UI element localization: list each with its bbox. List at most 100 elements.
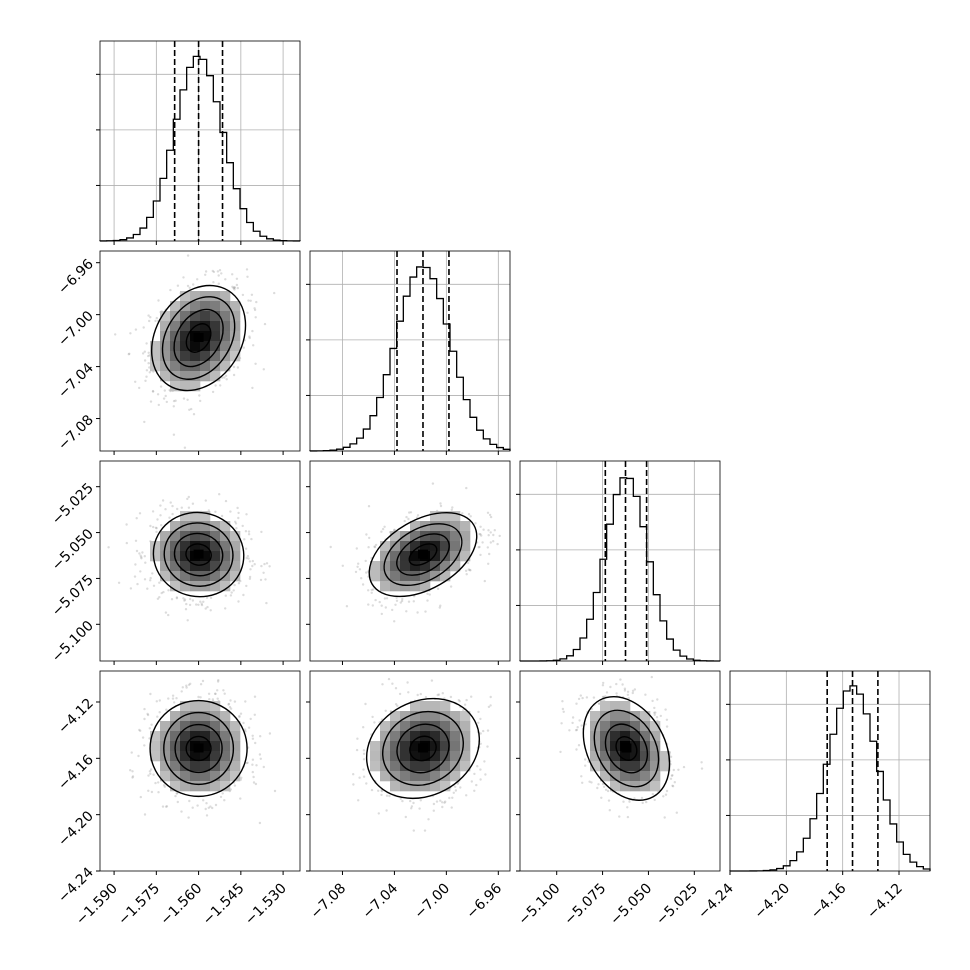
scatter-point: [419, 799, 422, 802]
scatter-point: [158, 699, 161, 702]
density-cell: [190, 371, 201, 382]
scatter-point: [365, 782, 368, 785]
density-cell: [220, 581, 231, 592]
scatter-point: [233, 286, 236, 289]
scatter-point: [462, 708, 465, 712]
scatter-point: [223, 799, 226, 802]
scatter-point: [457, 699, 460, 702]
scatter-point: [431, 482, 435, 485]
density-cell: [440, 711, 451, 722]
scatter-point: [249, 299, 252, 302]
contours: [368, 512, 478, 598]
scatter-point: [403, 519, 406, 523]
scatter-point: [149, 400, 153, 403]
density-cell: [170, 301, 181, 312]
scatter-point: [372, 588, 375, 591]
contour-level-0: [185, 323, 212, 353]
scatter-point: [214, 803, 218, 807]
density-cell: [210, 301, 221, 312]
panel-content: [310, 461, 510, 661]
scatter-point: [237, 511, 240, 515]
density-cell: [420, 771, 431, 782]
scatter-point: [147, 354, 150, 358]
scatter-point: [357, 799, 360, 802]
density-panel-1-0: [99, 250, 301, 452]
scatter-point: [465, 794, 468, 797]
scatter-point: [487, 534, 490, 537]
scatter-point: [370, 588, 373, 592]
scatter-point: [157, 781, 160, 784]
density-panel-2-1: [309, 460, 511, 662]
density-cell: [380, 571, 391, 582]
density-cell: [440, 781, 451, 792]
scatter-point: [470, 695, 473, 698]
scatter-point: [174, 794, 177, 798]
scatter-point: [246, 275, 249, 278]
scatter-point: [486, 511, 490, 514]
scatter-point: [450, 806, 453, 809]
scatter-point: [262, 571, 265, 574]
scatter-point: [225, 378, 228, 381]
scatter-point: [206, 605, 209, 609]
scatter-point: [207, 509, 210, 512]
scatter-point: [217, 679, 220, 682]
scatter-point: [138, 728, 141, 732]
scatter-point: [355, 748, 359, 752]
scatter-point: [228, 705, 232, 709]
scatter-point: [253, 307, 256, 310]
scatter-point: [233, 286, 236, 289]
scatter-point: [214, 692, 217, 696]
scatter-point: [669, 755, 673, 758]
density-cell: [410, 771, 421, 782]
scatter-point: [264, 578, 267, 581]
scatter-point: [424, 696, 428, 699]
contour-level-3: [150, 284, 247, 392]
scatter-point: [168, 516, 171, 519]
scatter-point: [367, 546, 370, 549]
scatter-point: [478, 545, 481, 549]
scatter-point: [487, 562, 490, 565]
density-cell: [200, 321, 211, 332]
density-cell: [450, 751, 461, 762]
scatter-point: [251, 564, 254, 568]
density-cell: [180, 511, 191, 522]
scatter-point: [360, 577, 363, 580]
density-cell: [420, 561, 431, 572]
density-cell: [180, 721, 191, 732]
contour-level-1: [173, 308, 224, 368]
scatter-point: [231, 285, 234, 288]
panel-frame: [519, 460, 721, 662]
density-cell: [420, 781, 431, 792]
scatter-point: [131, 770, 134, 773]
density-cell: [170, 731, 181, 742]
scatter-point: [377, 789, 380, 792]
scatter-point: [229, 699, 232, 702]
density-cell: [420, 571, 431, 582]
scatter-point: [232, 589, 235, 592]
scatter-point: [393, 620, 396, 623]
scatter-point: [665, 725, 669, 728]
scatter-point: [209, 805, 212, 808]
scatter-point: [251, 763, 254, 766]
scatter-point: [186, 254, 190, 257]
scatter-point: [146, 713, 150, 717]
density-cell: [210, 311, 221, 322]
scatter-point: [164, 394, 167, 398]
density-cell: [220, 551, 231, 562]
density-cell: [390, 781, 401, 792]
density-cell: [200, 331, 211, 342]
scatter-point: [141, 352, 145, 355]
density-cell: [200, 521, 211, 532]
contours: [365, 697, 481, 800]
scatter-point: [248, 575, 252, 579]
contour-level-0: [185, 735, 212, 762]
density-cell: [390, 731, 401, 742]
scatter-point: [597, 702, 601, 705]
density-cell: [410, 571, 421, 582]
scatter-point: [664, 708, 667, 711]
x-axis-3: −4.24 −4.20 −4.16 −4.12: [695, 871, 906, 922]
scatter-point: [244, 547, 248, 550]
x-tick-label: −1.530: [242, 881, 290, 929]
density-cell: [630, 761, 641, 772]
